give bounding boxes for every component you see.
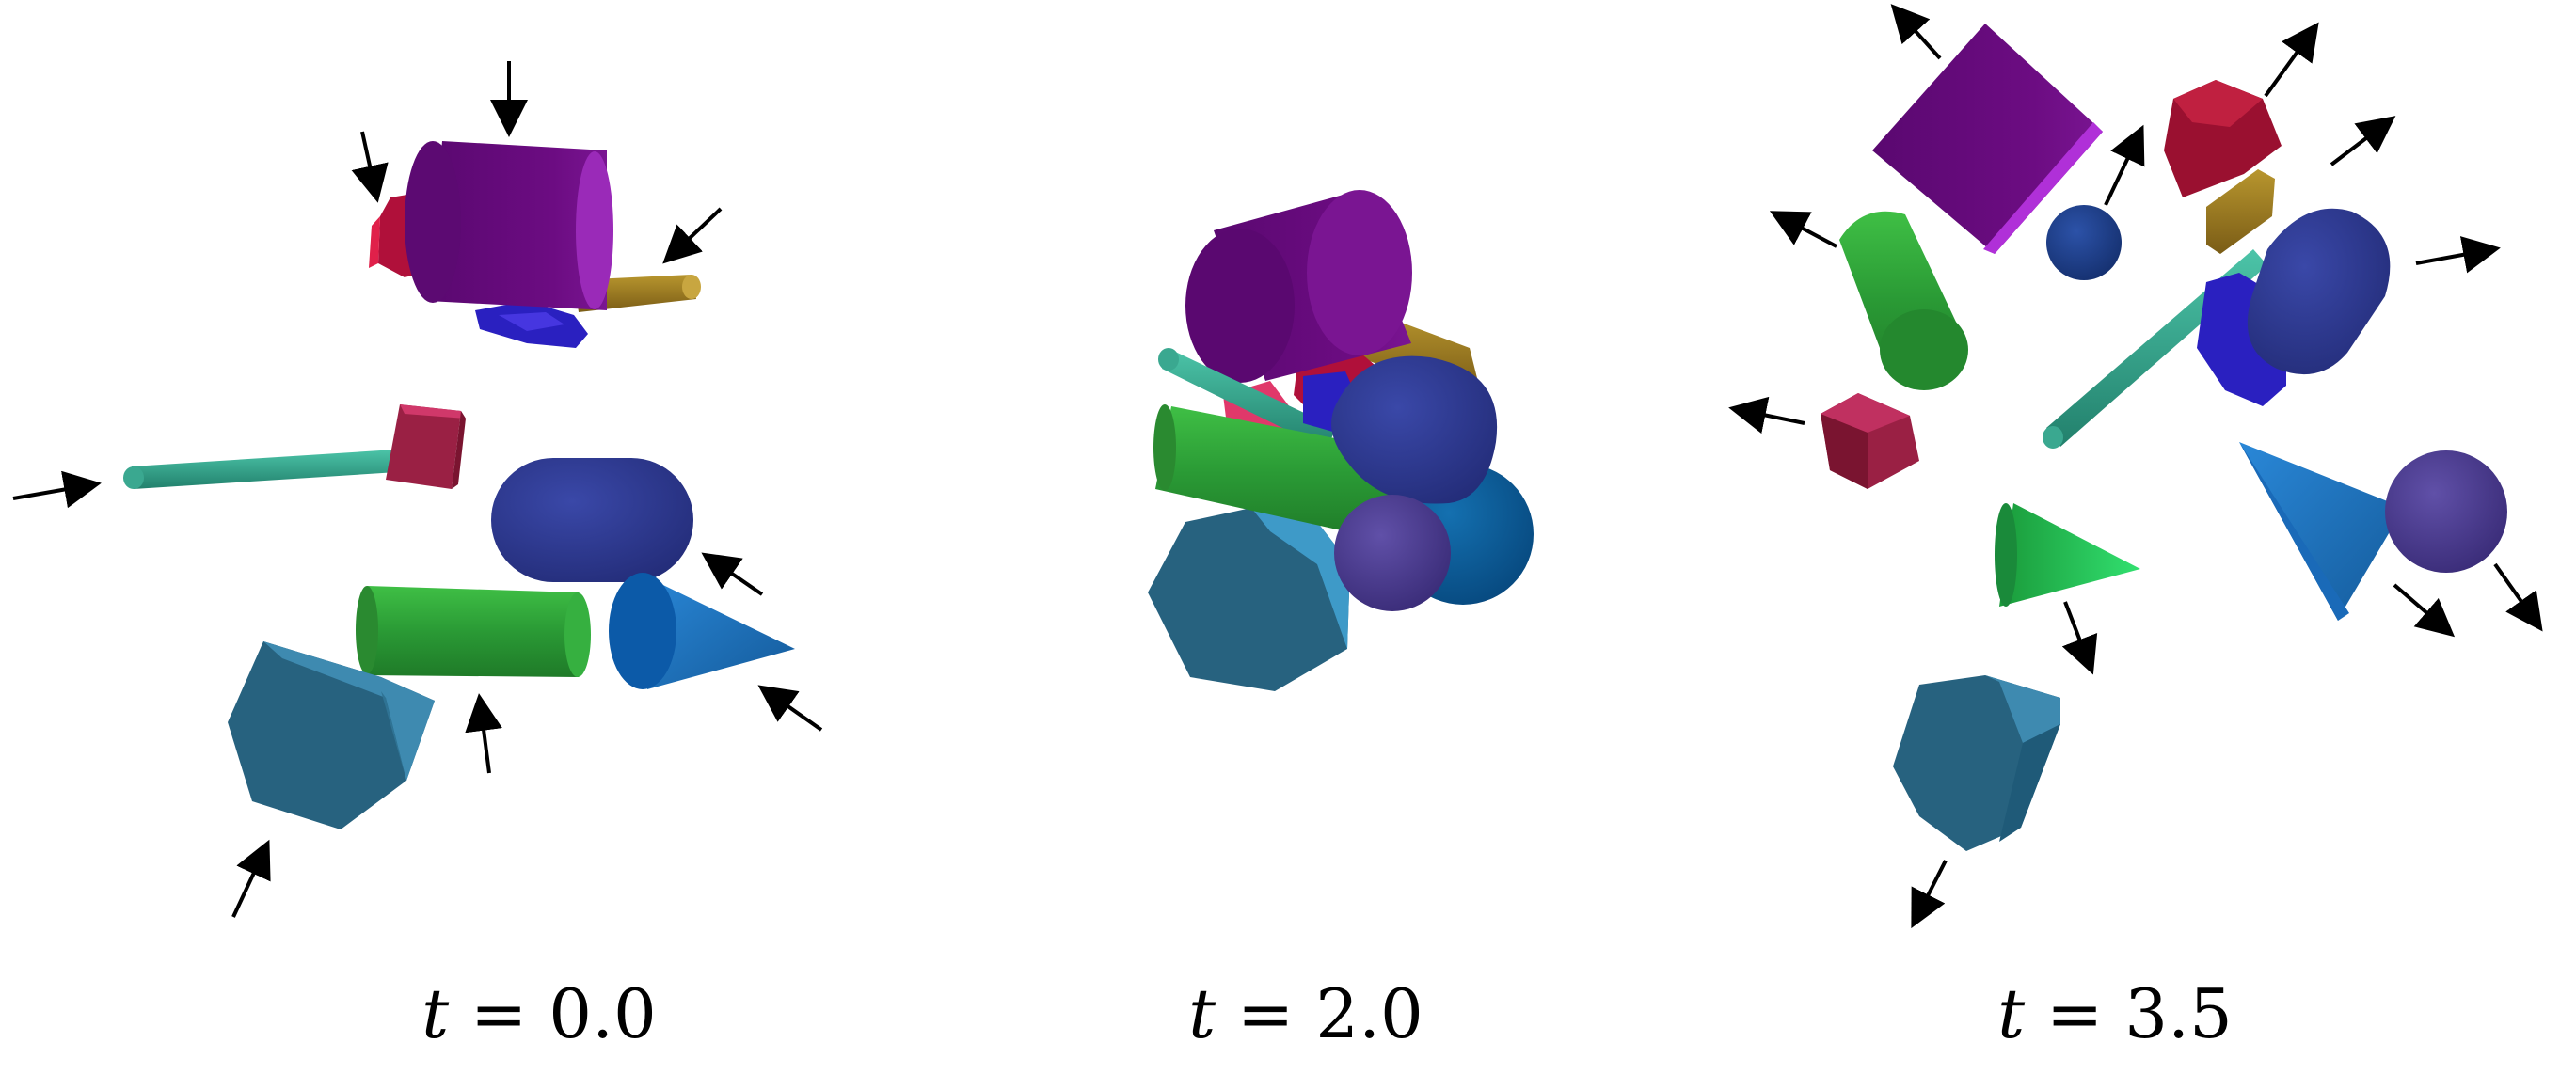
- arrow: [1769, 211, 1837, 248]
- arrow: [662, 207, 723, 264]
- gold-rod: [2206, 169, 2275, 254]
- indigo-capsule: [2247, 208, 2391, 375]
- panel-t2: t = 2.0: [1148, 190, 1534, 1053]
- indigo-capsule: [1331, 355, 1498, 504]
- arrow: [351, 131, 389, 203]
- arrow: [231, 839, 271, 918]
- arrow: [2264, 22, 2319, 98]
- arrow: [2493, 562, 2543, 632]
- arrow: [2061, 601, 2098, 675]
- green-cone: [1995, 503, 2140, 607]
- arrow: [1911, 860, 1948, 929]
- panel-caption-t0: t = 0.0: [421, 974, 657, 1053]
- blue-cone: [2239, 442, 2404, 621]
- panel-caption-t2: t = 2.0: [1188, 974, 1423, 1053]
- panel-t3: t = 3.5: [1728, 4, 2543, 1053]
- panel-caption-t3: t = 3.5: [1997, 974, 2233, 1053]
- purple-cylinder: [1872, 24, 2103, 254]
- arrow: [2104, 124, 2145, 206]
- steel-blue-hexagonal-prism: [1893, 675, 2060, 851]
- velocity-arrows-t0: [12, 61, 823, 918]
- green-cylinder: [356, 586, 591, 677]
- panel-t0: t = 0.0: [12, 61, 823, 1053]
- violet-sphere: [2385, 450, 2507, 573]
- red-hexagonal-prism: [2164, 80, 2282, 197]
- teal-rod: [123, 450, 397, 489]
- violet-sphere: [1334, 495, 1451, 611]
- arrow: [757, 685, 823, 732]
- blue-cone: [609, 573, 795, 689]
- arrow: [1890, 4, 1942, 60]
- blue-hexagonal-prism: [475, 301, 588, 348]
- arrow: [465, 693, 502, 774]
- arrow: [2393, 583, 2456, 638]
- maroon-cube: [1821, 393, 1919, 489]
- purple-cylinder: [1185, 190, 1412, 383]
- green-cylinder: [1839, 211, 1968, 390]
- steel-blue-hexagonal-prism: [228, 641, 435, 829]
- velocity-arrows-t3: [1728, 4, 2543, 929]
- arrow: [2330, 116, 2396, 166]
- arrow: [1728, 396, 1805, 434]
- maroon-cube: [386, 404, 466, 489]
- navy-sphere: [2046, 205, 2122, 280]
- arrow: [701, 552, 764, 596]
- teal-rod: [1158, 348, 1336, 450]
- arrow: [12, 470, 102, 509]
- purple-cylinder: [405, 141, 613, 310]
- steel-blue-hexagonal-prism: [1148, 508, 1350, 691]
- indigo-capsule: [491, 458, 693, 582]
- arrow: [2415, 236, 2501, 274]
